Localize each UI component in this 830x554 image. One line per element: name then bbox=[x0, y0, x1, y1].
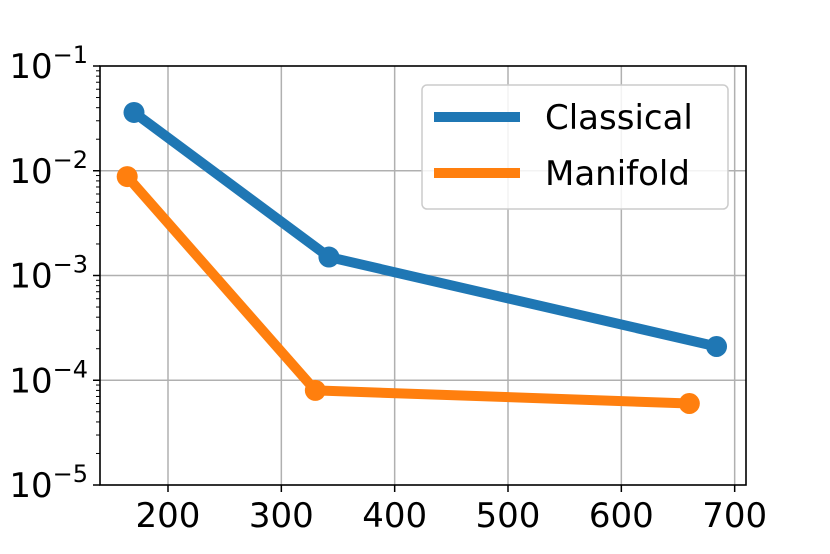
y-tick-label: 10−5 bbox=[9, 460, 88, 506]
x-tick-label: 700 bbox=[702, 496, 767, 536]
legend: Classical Manifold bbox=[421, 84, 729, 210]
y-tick-label: 10−3 bbox=[9, 251, 88, 297]
y-tick-base: 10 bbox=[9, 152, 52, 192]
series-line bbox=[123, 173, 690, 409]
y-tick-label: 10−2 bbox=[9, 146, 88, 192]
data-point bbox=[678, 392, 700, 414]
y-tick-exponent: −1 bbox=[53, 41, 88, 69]
y-tick-base: 10 bbox=[9, 361, 52, 401]
data-point bbox=[116, 166, 138, 188]
legend-label: Manifold bbox=[545, 154, 690, 194]
legend-label: Classical bbox=[545, 98, 693, 138]
x-tick-label: 500 bbox=[476, 496, 541, 536]
data-point bbox=[123, 101, 145, 123]
x-tick-label: 600 bbox=[589, 496, 654, 536]
y-tick-base: 10 bbox=[9, 257, 52, 297]
y-tick-base: 10 bbox=[9, 466, 52, 506]
y-tick-base: 10 bbox=[9, 47, 52, 87]
y-tick-exponent: −4 bbox=[53, 355, 88, 383]
y-tick-exponent: −2 bbox=[53, 146, 88, 174]
series-layer bbox=[116, 101, 728, 414]
x-tick-label: 200 bbox=[136, 496, 201, 536]
y-tick-exponent: −5 bbox=[53, 460, 88, 488]
data-point bbox=[318, 246, 340, 268]
ticks bbox=[93, 65, 736, 492]
y-tick-exponent: −3 bbox=[53, 251, 88, 279]
y-tick-label: 10−1 bbox=[9, 41, 88, 87]
data-point bbox=[304, 379, 326, 401]
x-tick-label: 300 bbox=[249, 496, 314, 536]
y-tick-label: 10−4 bbox=[9, 355, 88, 401]
x-tick-label: 400 bbox=[362, 496, 427, 536]
data-point bbox=[706, 335, 728, 357]
